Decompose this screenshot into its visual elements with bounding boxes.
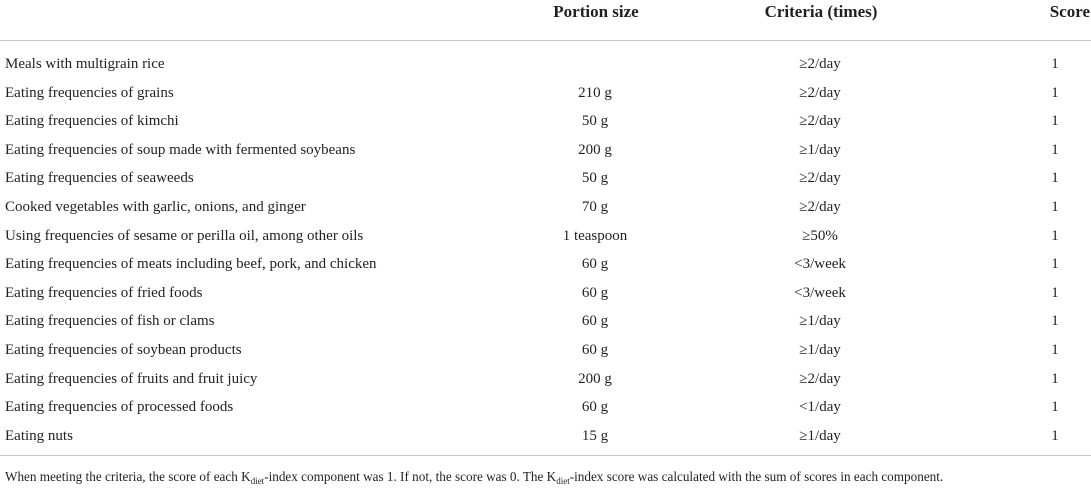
cell-score: 1 (1051, 170, 1059, 187)
footnote-text-1: When meeting the criteria, the score of … (5, 469, 251, 484)
table-row: Eating frequencies of fruits and fruit j… (0, 365, 1091, 394)
cell-score: 1 (1051, 113, 1059, 130)
cell-score: 1 (1051, 399, 1059, 416)
footnote-text-3: -index score was calculated with the sum… (569, 469, 944, 484)
cell-criteria: ≥2/day (799, 113, 841, 130)
table-row: Eating frequencies of fried foods 60 g <3/… (0, 279, 1091, 308)
cell-portion-size: 60 g (581, 284, 609, 301)
cell-portion-size: 210 g (578, 84, 612, 101)
cell-score: 1 (1051, 198, 1059, 215)
header-criteria: Criteria (times) (764, 2, 878, 21)
table-row: Eating frequencies of meats including be… (0, 250, 1091, 279)
cell-criteria: ≥2/day (799, 170, 841, 187)
cell-component: Cooked vegetables with garlic, onions, a… (5, 198, 306, 215)
cell-portion-size: 60 g (581, 313, 609, 330)
cell-portion-size: 50 g (581, 170, 609, 187)
cell-score: 1 (1051, 284, 1059, 301)
cell-component: Eating frequencies of fish or clams (5, 313, 215, 330)
header-score: Score (1049, 2, 1090, 21)
table-row: Eating frequencies of seaweeds 50 g ≥2/day… (0, 164, 1091, 193)
cell-component: Eating frequencies of fried foods (5, 284, 203, 301)
table-footnote: When meeting the criteria, the score of … (5, 469, 943, 486)
cell-criteria: ≥2/day (799, 84, 841, 101)
cell-score: 1 (1051, 313, 1059, 330)
cell-score: 1 (1051, 341, 1059, 358)
table-body: Meals with multigrain rice ≥2/day 1 Eating … (0, 50, 1091, 450)
cell-criteria: ≥2/day (799, 198, 841, 215)
table-row: Eating frequencies of soybean products 60… (0, 336, 1091, 365)
cell-criteria: ≥50% (802, 227, 838, 244)
cell-score: 1 (1051, 227, 1059, 244)
table-row: Using frequencies of sesame or perilla o… (0, 222, 1091, 251)
footnote-subscript-1: diet (250, 476, 265, 486)
cell-component: Eating frequencies of grains (5, 84, 174, 101)
cell-score: 1 (1051, 427, 1059, 444)
cell-criteria: <3/week (794, 256, 846, 273)
cell-criteria: ≥2/day (799, 370, 841, 387)
table-bottom-rule (0, 455, 1091, 456)
cell-component: Meals with multigrain rice (5, 56, 165, 72)
cell-score: 1 (1051, 56, 1059, 72)
cell-criteria: ≥1/day (799, 427, 841, 444)
cell-score: 1 (1051, 256, 1059, 273)
kdiet-index-table: Portion size Criteria (times) Score Meal… (0, 0, 1091, 444)
footnote-subscript-2: diet (556, 476, 570, 486)
cell-criteria: ≥1/day (799, 141, 841, 158)
footnote-text-2: -index component was 1. If not, the scor… (264, 469, 557, 484)
cell-component: Eating frequencies of fruits and fruit j… (5, 370, 258, 387)
cell-criteria: ≥1/day (799, 341, 841, 358)
table-row: Eating frequencies of kimchi 50 g ≥2/day 1 (0, 107, 1091, 136)
cell-portion-size: 200 g (578, 141, 612, 158)
table-row: Eating frequencies of soup made with fer… (0, 136, 1091, 165)
table-row: Eating frequencies of fish or clams 60 g ≥… (0, 307, 1091, 336)
table-row: Eating frequencies of grains 210 g ≥2/day 1 (0, 79, 1091, 108)
cell-portion-size: 60 g (581, 256, 609, 273)
cell-criteria: ≥1/day (799, 313, 841, 330)
cell-score: 1 (1051, 141, 1059, 158)
cell-criteria: <1/day (799, 399, 841, 416)
cell-portion-size: 15 g (581, 427, 609, 444)
cell-component: Using frequencies of sesame or perilla o… (5, 227, 364, 244)
table-header-row: Portion size Criteria (times) Score (0, 0, 1091, 41)
cell-component: Eating frequencies of meats including be… (5, 256, 377, 273)
cell-component: Eating frequencies of soybean products (5, 341, 242, 358)
table-row: Eating nuts 15 g ≥1/day 1 (0, 422, 1091, 451)
cell-component: Eating frequencies of processed foods (5, 399, 234, 416)
cell-score: 1 (1051, 370, 1059, 387)
cell-portion-size: 70 g (581, 198, 609, 215)
header-portion-size: Portion size (553, 2, 639, 21)
cell-component: Eating frequencies of kimchi (5, 113, 179, 130)
cell-criteria: ≥2/day (799, 56, 841, 72)
cell-component: Eating frequencies of seaweeds (5, 170, 194, 187)
cell-component: Eating nuts (5, 427, 73, 444)
cell-component: Eating frequencies of soup made with fer… (5, 141, 356, 158)
cell-score: 1 (1051, 84, 1059, 101)
cell-criteria: <3/week (794, 284, 846, 301)
cell-portion-size: 60 g (581, 341, 609, 358)
cell-portion-size: 200 g (578, 370, 612, 387)
table-row: Eating frequencies of processed foods 60 … (0, 393, 1091, 422)
cell-portion-size: 60 g (581, 399, 609, 416)
cell-portion-size: 1 teaspoon (562, 227, 628, 244)
table-row: Cooked vegetables with garlic, onions, a… (0, 193, 1091, 222)
table-row: Meals with multigrain rice ≥2/day 1 (0, 50, 1091, 79)
cell-portion-size: 50 g (581, 113, 609, 130)
